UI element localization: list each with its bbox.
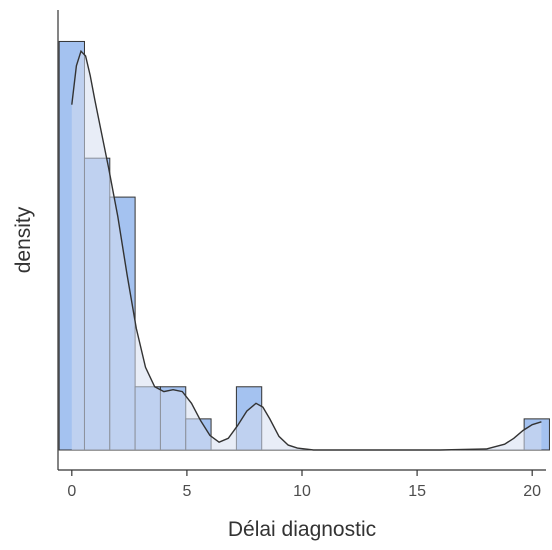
x-tick-label: 20	[523, 483, 541, 500]
x-tick-label: 10	[293, 483, 311, 500]
x-axis-title: Délai diagnostic	[228, 518, 376, 541]
plot-area	[58, 40, 550, 451]
density-area	[71, 51, 542, 450]
x-tick-label: 15	[408, 483, 426, 500]
x-tick-label: 0	[67, 483, 76, 500]
x-tick-label: 5	[182, 483, 191, 500]
y-axis-title: density	[12, 206, 35, 273]
x-axis-ticks: 0 5 10 15 20	[67, 470, 541, 500]
density-line	[71, 49, 542, 451]
